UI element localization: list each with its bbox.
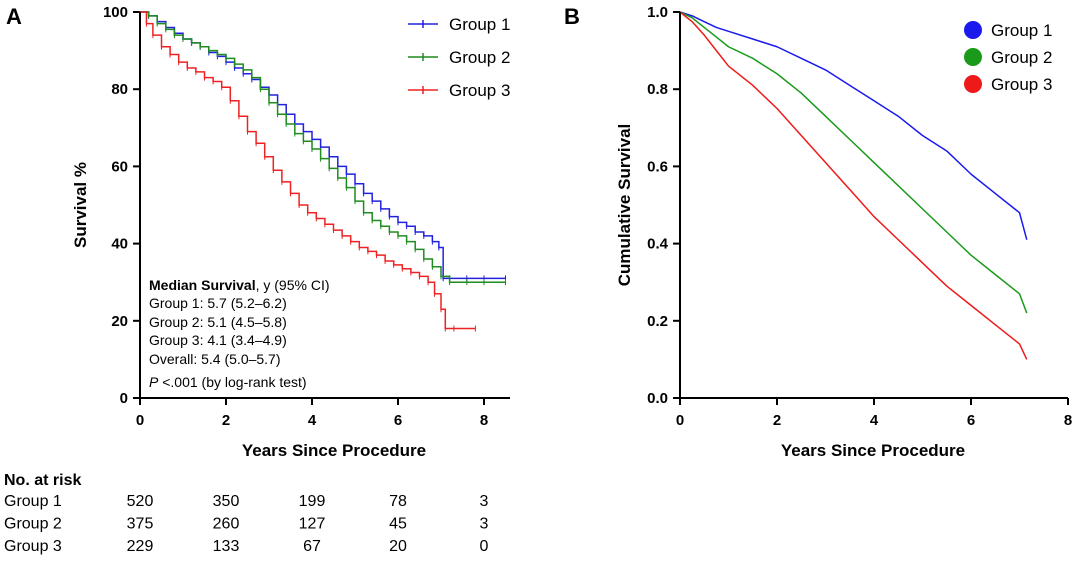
risk-cell: 3 bbox=[480, 493, 489, 510]
annotation-line-group-2: Group 2: 5.1 (4.5–5.8) bbox=[149, 314, 287, 330]
risk-row-label: Group 2 bbox=[4, 516, 62, 533]
risk-cell: 133 bbox=[213, 538, 240, 555]
y-tick-label: 40 bbox=[111, 236, 128, 253]
risk-cell: 20 bbox=[389, 538, 407, 555]
panel-b-series bbox=[679, 11, 1028, 360]
annotation-heading: Median Survival, y (95% CI) bbox=[149, 277, 330, 293]
panel-a-y-title: Survival % bbox=[71, 162, 90, 248]
x-tick-label: 4 bbox=[870, 412, 879, 429]
x-tick-label: 8 bbox=[1064, 412, 1072, 429]
y-tick-label: 0 bbox=[120, 390, 128, 407]
panel-a-series bbox=[140, 11, 506, 332]
annotation-line-group-1: Group 1: 5.7 (5.2–6.2) bbox=[149, 295, 287, 311]
panel-b: B 0 2 4 6 8 0.0 0.2 0.4 0.6 0.8 1.0 Years Since Pr… bbox=[564, 4, 1072, 460]
x-tick-label: 8 bbox=[480, 412, 488, 429]
risk-row-label: Group 1 bbox=[4, 493, 62, 510]
risk-cell: 78 bbox=[389, 493, 407, 510]
risk-table: No. at risk Group 1 520 350 199 78 3 Group 2 37… bbox=[4, 472, 489, 555]
panel-a-x-title: Years Since Procedure bbox=[242, 441, 426, 460]
panel-b-legend: Group 1 Group 2 Group 3 bbox=[964, 21, 1052, 94]
y-tick-label: 0.0 bbox=[647, 390, 668, 407]
series-line-group-2 bbox=[679, 11, 1028, 314]
legend-label-group-1: Group 1 bbox=[449, 15, 510, 34]
x-tick-label: 6 bbox=[967, 412, 975, 429]
panel-b-ticks: 0 2 4 6 8 0.0 0.2 0.4 0.6 0.8 1.0 bbox=[647, 4, 1072, 429]
y-tick-label: 1.0 bbox=[647, 4, 668, 21]
risk-cell: 199 bbox=[299, 493, 326, 510]
risk-cell: 375 bbox=[127, 516, 154, 533]
panel-b-letter: B bbox=[564, 4, 580, 29]
risk-cell: 229 bbox=[127, 538, 154, 555]
panel-b-x-title: Years Since Procedure bbox=[781, 441, 965, 460]
x-tick-label: 0 bbox=[676, 412, 684, 429]
x-tick-label: 2 bbox=[773, 412, 781, 429]
risk-cell: 520 bbox=[127, 493, 154, 510]
risk-cell: 45 bbox=[389, 516, 407, 533]
legend-label-group-1: Group 1 bbox=[991, 21, 1052, 40]
y-tick-label: 0.4 bbox=[647, 236, 669, 253]
annotation-line-overall: Overall: 5.4 (5.0–5.7) bbox=[149, 351, 281, 367]
y-tick-label: 60 bbox=[111, 158, 128, 175]
median-survival-annotation: Median Survival, y (95% CI) Group 1: 5.7… bbox=[149, 277, 330, 390]
legend-label-group-2: Group 2 bbox=[449, 48, 510, 67]
y-tick-label: 0.6 bbox=[647, 158, 668, 175]
legend-label-group-3: Group 3 bbox=[991, 75, 1052, 94]
x-tick-label: 2 bbox=[222, 412, 230, 429]
risk-row-label: Group 3 bbox=[4, 538, 62, 555]
annotation-line-group-3: Group 3: 4.1 (3.4–4.9) bbox=[149, 332, 287, 348]
x-tick-label: 4 bbox=[308, 412, 317, 429]
risk-cell: 67 bbox=[303, 538, 321, 555]
legend-label-group-2: Group 2 bbox=[991, 48, 1052, 67]
risk-cell: 350 bbox=[213, 493, 240, 510]
series-line-group-3 bbox=[679, 11, 1028, 360]
y-tick-label: 0.2 bbox=[647, 313, 668, 330]
risk-cell: 0 bbox=[480, 538, 489, 555]
risk-cell: 3 bbox=[480, 516, 489, 533]
risk-table-title: No. at risk bbox=[4, 472, 81, 489]
legend-dot-group-1 bbox=[964, 21, 982, 39]
y-tick-label: 80 bbox=[111, 81, 128, 98]
series-line-group-1 bbox=[679, 11, 1028, 240]
risk-table-rows: Group 1 520 350 199 78 3 Group 2 375 260 127 45 3 Gr… bbox=[4, 493, 489, 555]
panel-a-letter: A bbox=[6, 4, 22, 29]
risk-cell: 260 bbox=[213, 516, 240, 533]
annotation-p-value: P <.001 (by log-rank test) bbox=[149, 374, 307, 390]
panel-b-y-title: Cumulative Survival bbox=[615, 124, 634, 287]
legend-dot-group-3 bbox=[964, 75, 982, 93]
y-tick-label: 20 bbox=[111, 313, 128, 330]
risk-cell: 127 bbox=[299, 516, 326, 533]
panel-a-legend: Group 1 Group 2 Group 3 bbox=[408, 15, 510, 100]
x-tick-label: 6 bbox=[394, 412, 402, 429]
series-line-group-2 bbox=[140, 11, 506, 283]
y-tick-label: 0.8 bbox=[647, 81, 668, 98]
y-tick-label: 100 bbox=[103, 4, 128, 21]
x-tick-label: 0 bbox=[136, 412, 144, 429]
legend-label-group-3: Group 3 bbox=[449, 81, 510, 100]
legend-dot-group-2 bbox=[964, 48, 982, 66]
